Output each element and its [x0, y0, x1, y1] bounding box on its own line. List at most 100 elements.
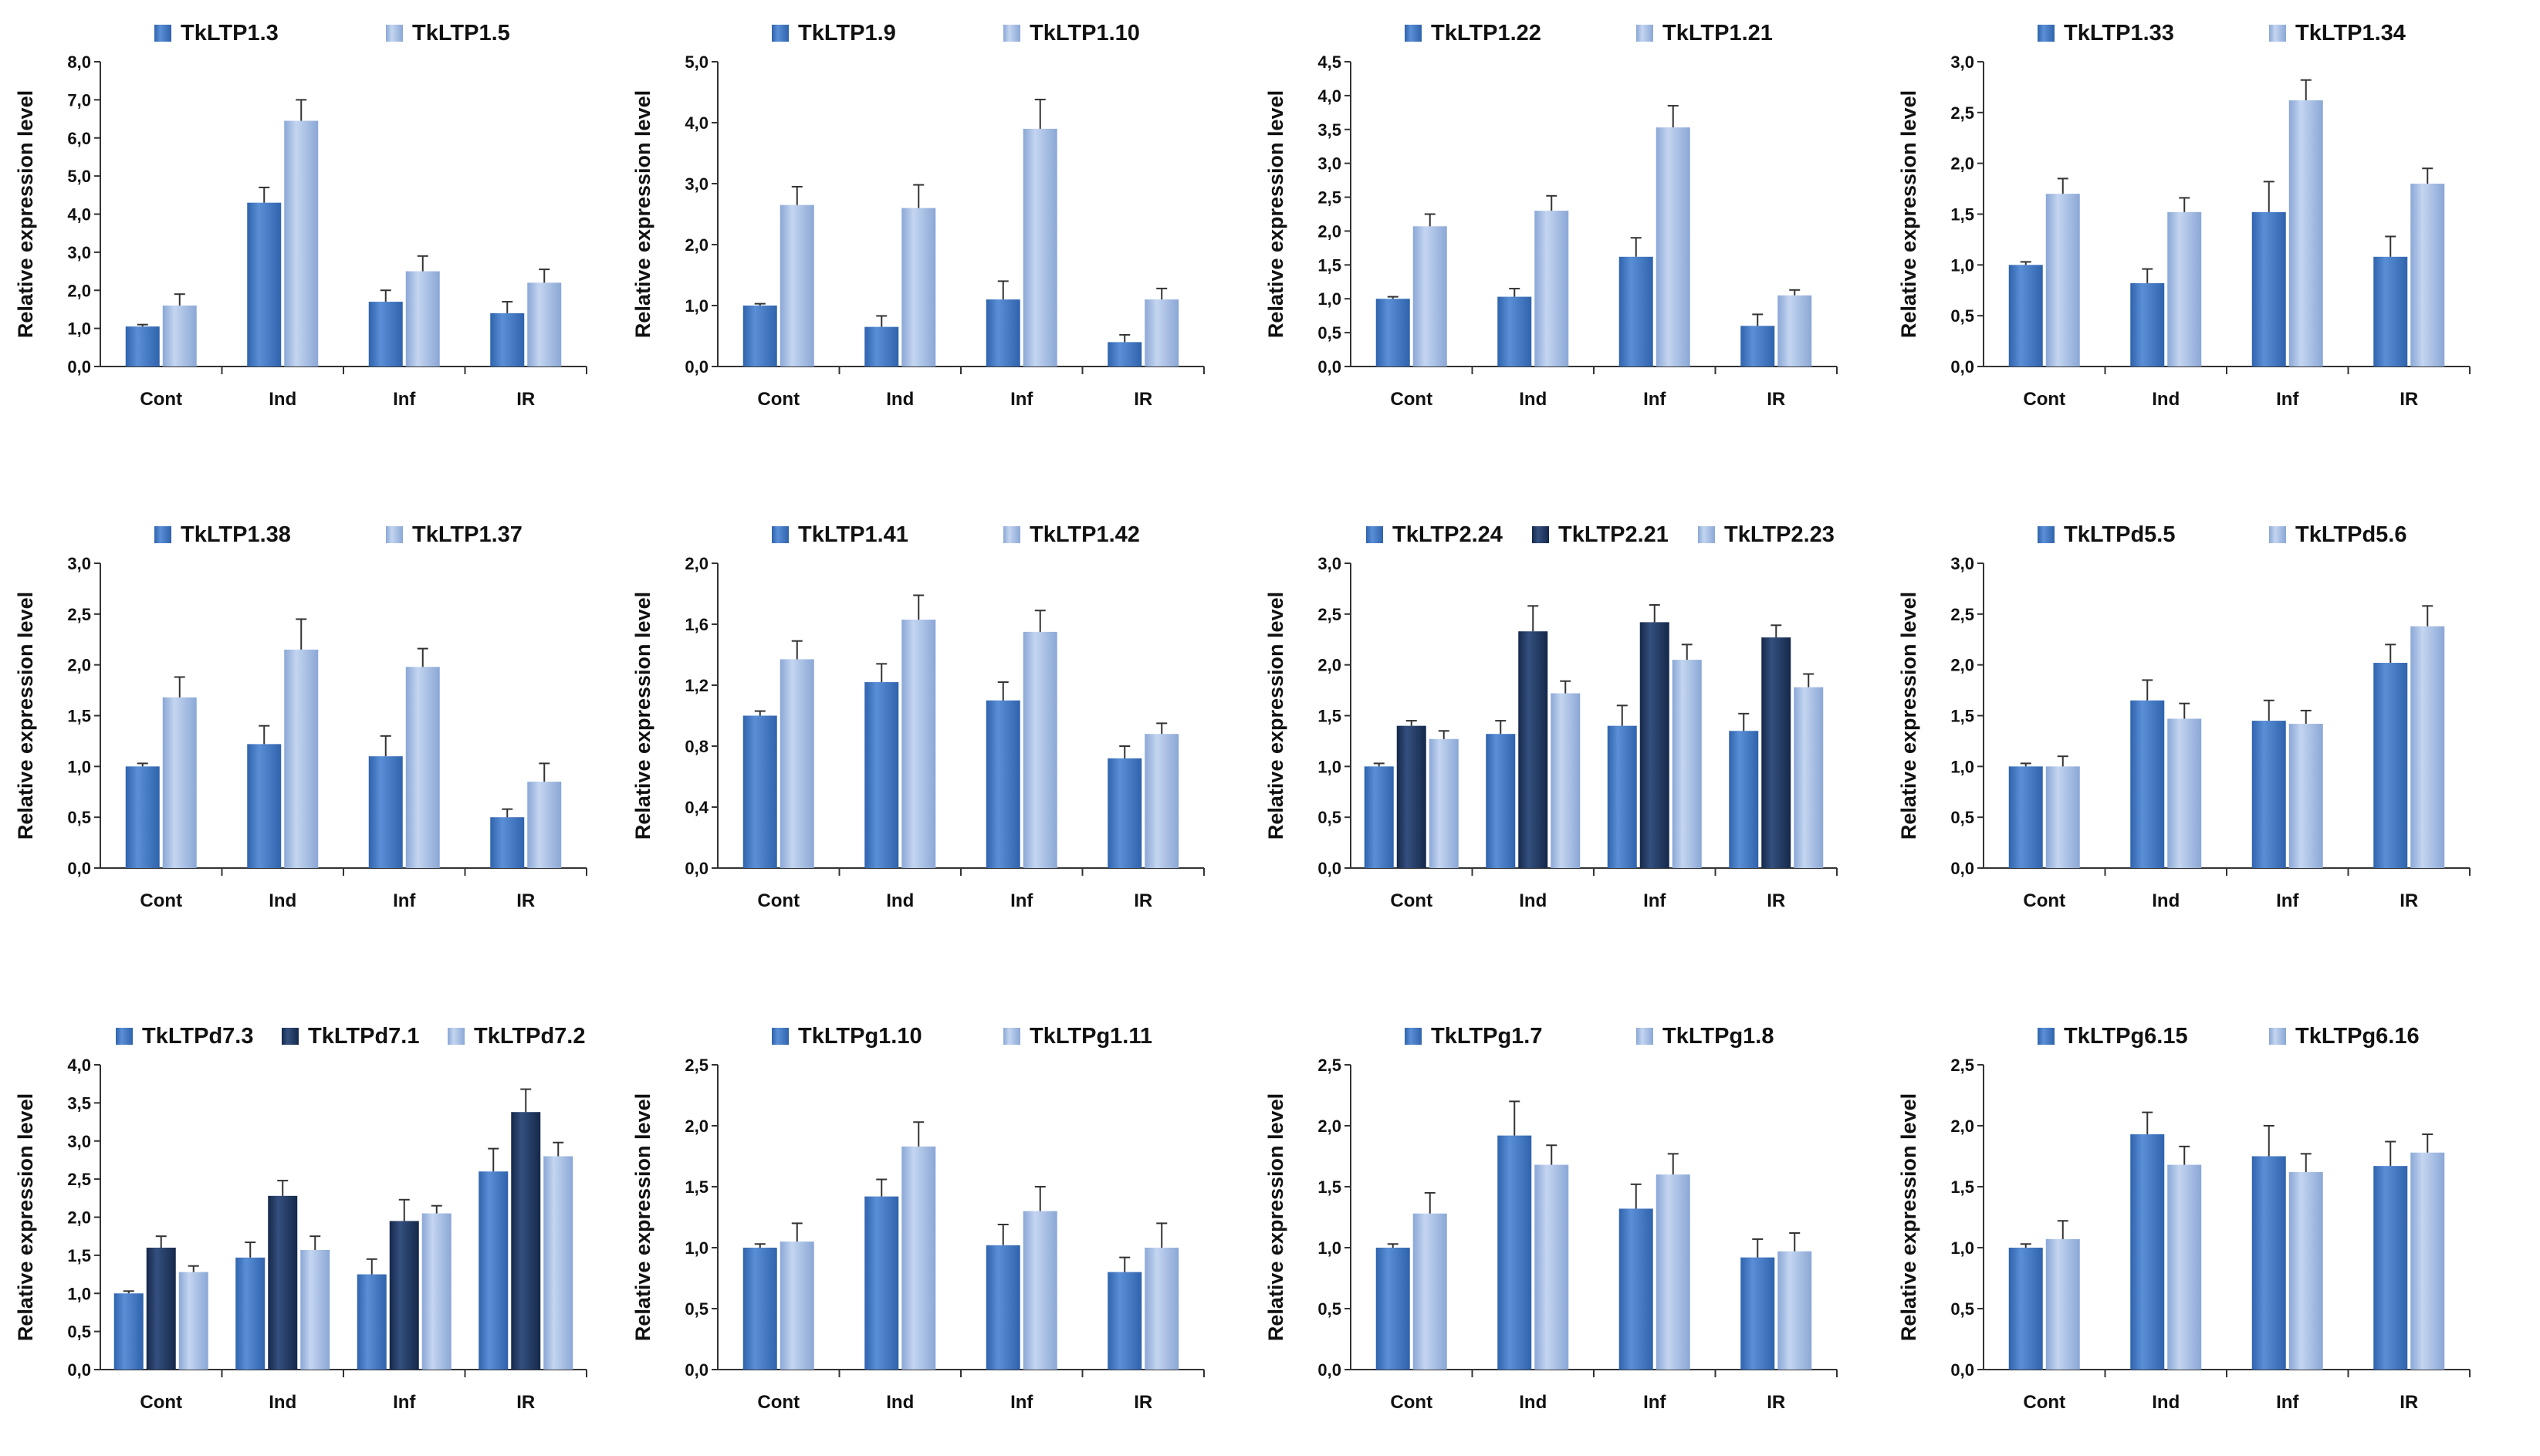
chart-panel-12: TkLTPg6.15 TkLTPg6.16 Relative expression …	[1897, 1024, 2471, 1413]
legend-swatch-TkLTP1.21	[1636, 25, 1653, 42]
legend-swatch-TkLTP1.41	[772, 526, 789, 543]
legend-label-TkLTP2.23: TkLTP2.23	[1724, 522, 1835, 547]
bar-TkLTP1.9-Ind	[864, 326, 899, 367]
bar-TkLTPd7.1-Inf	[389, 1221, 419, 1370]
bar-TkLTP1.33-Inf	[2251, 211, 2286, 367]
y-tick-label: 1,5	[1317, 255, 1341, 275]
bar-TkLTP1.3-IR	[490, 312, 525, 367]
legend: TkLTP1.3 TkLTP1.5	[154, 21, 510, 46]
bar-TkLTPg6.16-Inf	[2288, 1172, 2323, 1370]
y-tick-label: 4,0	[1317, 86, 1341, 106]
y-tick-label: 2,0	[67, 281, 91, 300]
bar-TkLTPg6.15-Ind	[2130, 1134, 2165, 1370]
bar-TkLTPd5.5-Ind	[2130, 700, 2165, 868]
chart-panel-5: TkLTP1.38 TkLTP1.37 Relative expression le…	[14, 522, 587, 911]
legend: TkLTP1.9 TkLTP1.10	[772, 21, 1140, 46]
bar-TkLTP1.38-Ind	[247, 744, 282, 868]
x-tick-label-IR: IR	[1767, 389, 1785, 410]
bar-TkLTPd5.6-Inf	[2288, 724, 2323, 868]
legend: TkLTP1.41 TkLTP1.42	[772, 522, 1140, 547]
legend-swatch-TkLTP1.42	[1003, 526, 1020, 543]
y-tick-label: 0,0	[67, 357, 91, 377]
legend: TkLTP1.22 TkLTP1.21	[1405, 21, 1773, 46]
bar-TkLTP1.10-Inf	[1023, 128, 1057, 367]
legend-swatch-TkLTP2.23	[1698, 526, 1715, 543]
legend-swatch-TkLTP1.37	[386, 526, 403, 543]
bar-TkLTP1.37-Ind	[284, 649, 319, 868]
x-tick-label-IR: IR	[1767, 890, 1785, 911]
y-tick-label: 1,5	[685, 1177, 709, 1197]
legend-swatch-TkLTP1.5	[386, 25, 403, 42]
bar-TkLTP1.9-IR	[1108, 342, 1142, 367]
legend-label-TkLTPd5.5: TkLTPd5.5	[2064, 522, 2176, 547]
bar-TkLTP1.38-IR	[490, 817, 525, 868]
legend: TkLTPg6.15 TkLTPg6.16	[2038, 1024, 2420, 1049]
y-axis-label: Relative expression level	[14, 90, 37, 338]
y-tick-label: 0,0	[1317, 357, 1341, 377]
bar-TkLTP2.21-Ind	[1518, 631, 1548, 868]
y-axis-label: Relative expression level	[1264, 90, 1287, 338]
y-tick-label: 2,0	[1950, 656, 1974, 675]
bar-TkLTPg6.16-Ind	[2167, 1164, 2202, 1370]
y-tick-label: 1,6	[685, 615, 709, 634]
x-tick-label-Ind: Ind	[269, 890, 296, 911]
legend-label-TkLTP1.3: TkLTP1.3	[181, 21, 279, 46]
bar-TkLTPg1.8-IR	[1777, 1251, 1812, 1370]
bar-TkLTPd5.5-Cont	[2008, 766, 2043, 868]
x-tick-label-Ind: Ind	[2152, 389, 2180, 410]
x-tick-label-Ind: Ind	[269, 1392, 296, 1413]
y-axis-label: Relative expression level	[631, 592, 654, 839]
chart-panel-7: TkLTP2.24 TkLTP2.21 TkLTP2.23 Relative expr…	[1264, 522, 1838, 911]
y-tick-label: 6,0	[67, 129, 91, 148]
y-tick-label: 2,0	[67, 1208, 91, 1228]
y-axis-label: Relative expression level	[14, 592, 37, 839]
y-tick-label: 0,0	[1317, 1360, 1341, 1380]
x-tick-label-Ind: Ind	[886, 389, 914, 410]
bar-TkLTPd5.5-Inf	[2251, 721, 2286, 868]
bar-TkLTPd5.6-IR	[2410, 626, 2445, 868]
y-axis-label: Relative expression level	[631, 1093, 654, 1341]
bar-TkLTP1.21-Inf	[1656, 127, 1690, 367]
bar-TkLTPd7.3-Cont	[113, 1293, 144, 1370]
bar-TkLTPg1.10-IR	[1108, 1272, 1142, 1370]
bar-TkLTPg1.7-Inf	[1618, 1208, 1653, 1370]
bar-TkLTPg6.15-Inf	[2251, 1156, 2286, 1370]
y-tick-label: 3,0	[685, 174, 709, 194]
y-tick-label: 2,0	[1950, 1116, 1974, 1136]
y-tick-label: 0,5	[1950, 1299, 1974, 1319]
bar-TkLTPd5.6-Ind	[2167, 718, 2202, 868]
y-tick-label: 4,0	[685, 113, 709, 133]
x-tick-label-IR: IR	[516, 389, 535, 410]
legend-swatch-TkLTPd7.2	[448, 1028, 465, 1045]
legend-swatch-TkLTP2.21	[1532, 526, 1549, 543]
y-tick-label: 2,5	[67, 1170, 91, 1189]
bar-TkLTPg6.15-IR	[2373, 1166, 2408, 1370]
legend-label-TkLTPd7.2: TkLTPd7.2	[474, 1024, 586, 1049]
x-tick-label-Inf: Inf	[1643, 389, 1666, 410]
y-tick-label: 1,0	[1950, 1238, 1974, 1258]
legend-swatch-TkLTP1.10	[1003, 25, 1020, 42]
chart-panel-9: TkLTPd7.3 TkLTPd7.1 TkLTPd7.2 Relative expr…	[14, 1024, 587, 1413]
bar-TkLTP1.33-Cont	[2008, 265, 2043, 367]
legend-label-TkLTP1.37: TkLTP1.37	[412, 522, 523, 547]
x-tick-label-Cont: Cont	[757, 890, 800, 911]
x-tick-label-Inf: Inf	[393, 1392, 416, 1413]
legend-swatch-TkLTPg1.8	[1636, 1028, 1653, 1045]
bar-TkLTP1.10-IR	[1145, 299, 1179, 367]
legend-swatch-TkLTPd5.6	[2269, 526, 2286, 543]
chart-panel-8: TkLTPd5.5 TkLTPd5.6 Relative expression le…	[1897, 522, 2471, 911]
x-tick-label-IR: IR	[2400, 1392, 2418, 1413]
y-tick-label: 2,5	[1950, 103, 1974, 123]
y-tick-label: 4,0	[67, 1056, 91, 1075]
bar-TkLTP1.42-Cont	[780, 659, 814, 868]
bar-TkLTPd7.3-IR	[479, 1171, 509, 1370]
chart-panel-6: TkLTP1.41 TkLTP1.42 Relative expression le…	[631, 522, 1205, 911]
x-tick-label-IR: IR	[2400, 389, 2418, 410]
y-tick-label: 2,5	[1950, 1056, 1974, 1075]
bar-TkLTPd7.1-Cont	[146, 1248, 176, 1370]
y-tick-label: 0,0	[1317, 859, 1341, 878]
bar-TkLTP1.9-Inf	[986, 299, 1020, 367]
y-tick-label: 0,0	[685, 859, 709, 878]
bar-TkLTPd5.6-Cont	[2045, 766, 2080, 868]
